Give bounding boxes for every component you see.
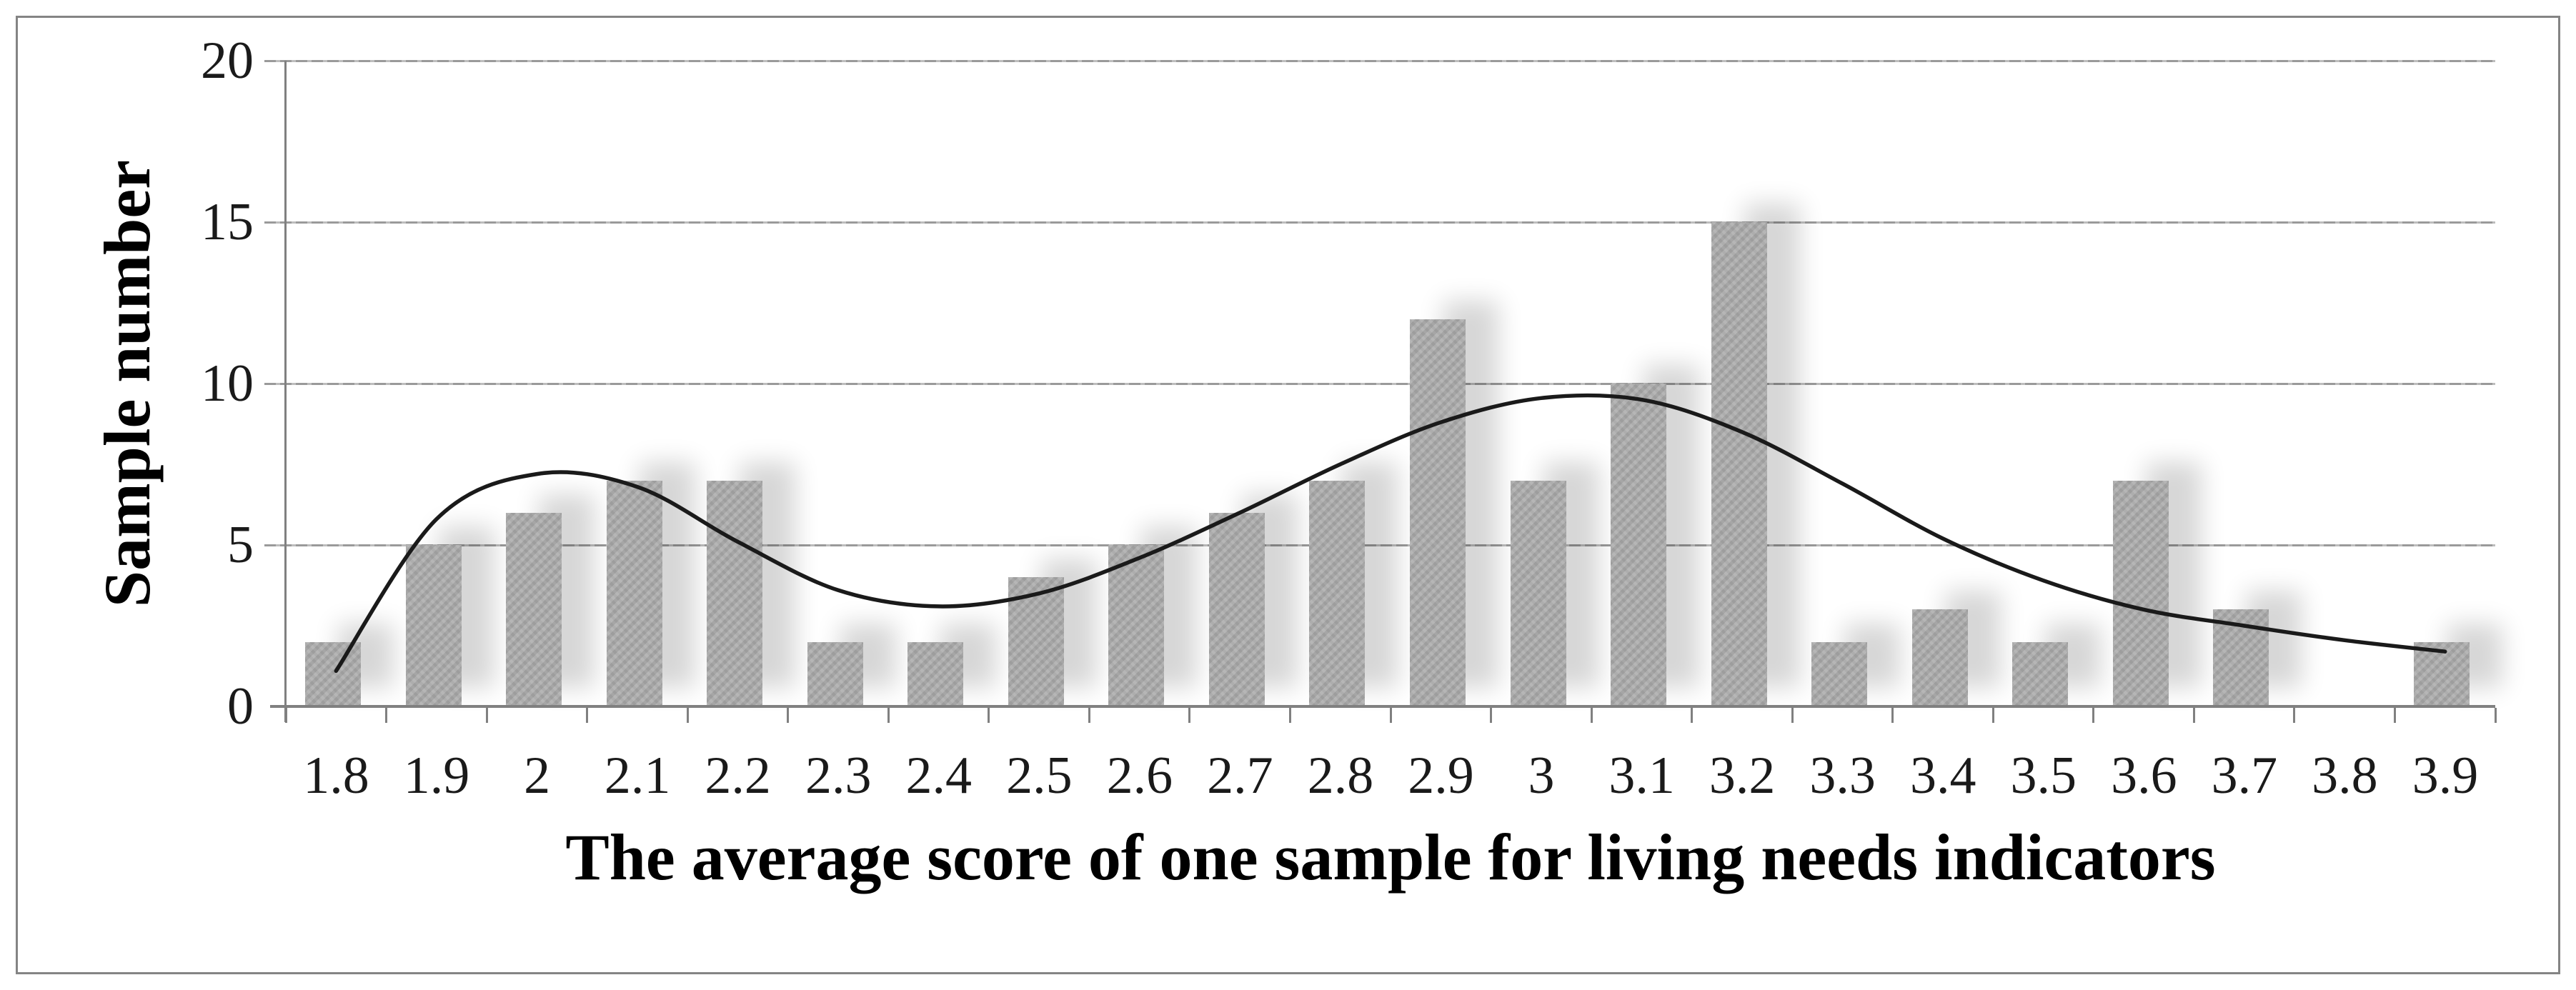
x-tick-label-2.4: 2.4 [905, 746, 973, 805]
x-tick-label-2.5: 2.5 [1006, 746, 1073, 805]
x-axis-tick-22 [2494, 708, 2497, 723]
x-tick-label-2.9: 2.9 [1408, 746, 1474, 805]
x-axis-tick-18 [2092, 708, 2095, 723]
bar-3.2 [1711, 222, 1767, 706]
x-tick-label-3.7: 3.7 [2211, 746, 2278, 805]
x-tick-label-3.2: 3.2 [1709, 746, 1776, 805]
x-tick-label-3.3: 3.3 [1809, 746, 1876, 805]
x-tick-label-3.1: 3.1 [1608, 746, 1675, 805]
bar-3.3 [1811, 641, 1868, 706]
x-tick-label-2.7: 2.7 [1207, 746, 1273, 805]
x-axis-tick-4 [686, 708, 689, 723]
bar-1.9 [405, 545, 462, 706]
trend-curve-path [334, 393, 2447, 674]
x-axis-tick-7 [988, 708, 990, 723]
x-axis-tick-19 [2192, 708, 2195, 723]
y-axis-line [284, 61, 287, 722]
x-tick-label-2.3: 2.3 [805, 746, 872, 805]
bar-2.9 [1410, 319, 1466, 706]
x-axis-tick-17 [1991, 708, 1994, 723]
bar-1.8 [305, 641, 361, 706]
x-axis-tick-21 [2393, 708, 2396, 723]
x-axis-tick-2 [485, 708, 488, 723]
x-axis-line [270, 705, 2495, 708]
gridline-y-15 [264, 221, 2495, 224]
x-tick-label-2.6: 2.6 [1106, 746, 1173, 805]
bar-2.1 [606, 480, 662, 706]
x-tick-label-3.6: 3.6 [2111, 746, 2177, 805]
y-tick-label-10: 10 [201, 354, 254, 413]
bar-2.3 [807, 641, 863, 706]
x-axis-tick-14 [1691, 708, 1694, 723]
x-axis-tick-20 [2293, 708, 2296, 723]
x-tick-label-3.5: 3.5 [2010, 746, 2077, 805]
y-tick-label-5: 5 [227, 516, 254, 574]
bar-3.7 [2213, 609, 2269, 706]
x-axis-tick-5 [787, 708, 790, 723]
gridline-y-5 [264, 544, 2495, 546]
x-axis-tick-11 [1389, 708, 1392, 723]
bar-3.4 [1911, 609, 1968, 706]
bar-2.8 [1309, 480, 1366, 706]
bar-2.7 [1208, 512, 1265, 706]
gridline-y-10 [264, 382, 2495, 385]
x-axis-tick-9 [1188, 708, 1191, 723]
bar-2.4 [907, 641, 964, 706]
x-axis-tick-10 [1288, 708, 1291, 723]
x-axis-tick-1 [385, 708, 388, 723]
y-tick-label-0: 0 [227, 677, 254, 736]
gridline-y-20 [264, 59, 2495, 62]
x-axis-tick-12 [1490, 708, 1493, 723]
bar-3.6 [2112, 480, 2169, 706]
bar-2.2 [707, 480, 763, 706]
x-tick-label-2.8: 2.8 [1307, 746, 1374, 805]
x-tick-label-3.8: 3.8 [2312, 746, 2378, 805]
x-axis-tick-8 [1088, 708, 1090, 723]
bar-2.6 [1108, 545, 1165, 706]
x-tick-label-2.2: 2.2 [705, 746, 771, 805]
x-axis-tick-13 [1590, 708, 1593, 723]
x-axis-tick-16 [1891, 708, 1894, 723]
x-tick-label-2.1: 2.1 [604, 746, 671, 805]
x-axis-tick-15 [1791, 708, 1794, 723]
x-tick-label-3.4: 3.4 [1909, 746, 1976, 805]
trend-curve [334, 393, 2447, 674]
plot-area [264, 59, 2495, 706]
x-tick-label-3.9: 3.9 [2412, 746, 2479, 805]
x-axis-title: The average score of one sample for livi… [565, 821, 2216, 894]
x-axis-tick-3 [586, 708, 589, 723]
x-tick-label-1.8: 1.8 [303, 746, 369, 805]
bar-3.5 [2012, 641, 2069, 706]
bar-2 [506, 512, 562, 706]
x-tick-label-1.9: 1.9 [403, 746, 470, 805]
x-axis-tick-6 [887, 708, 890, 723]
bar-3.1 [1611, 384, 1667, 706]
chart-frame [16, 16, 2560, 974]
x-tick-label-2: 2 [524, 746, 551, 805]
x-axis-tick-0 [284, 708, 287, 723]
y-tick-label-20: 20 [201, 31, 254, 90]
bar-3 [1510, 480, 1566, 706]
y-tick-label-15: 15 [201, 193, 254, 251]
x-tick-label-3: 3 [1528, 746, 1555, 805]
